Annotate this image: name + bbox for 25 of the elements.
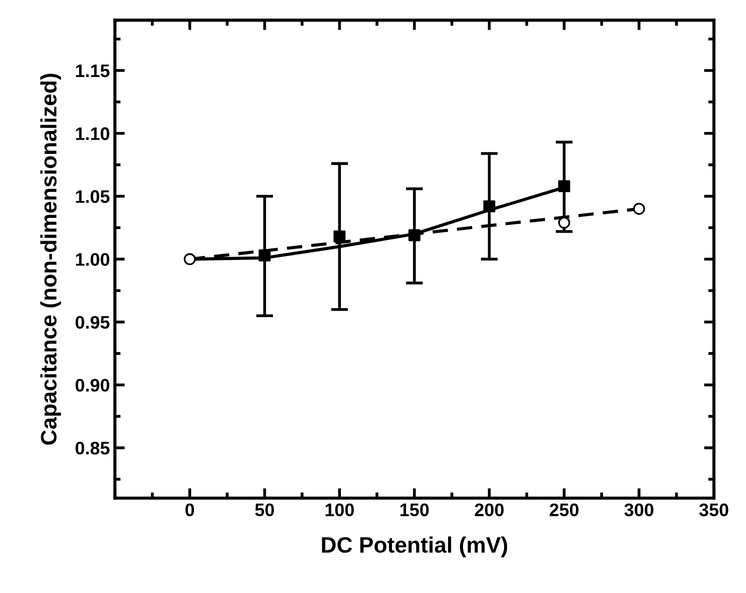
point xyxy=(558,180,570,192)
x-tick-label: 0 xyxy=(185,503,194,516)
x-tick-label: 350 xyxy=(699,503,728,516)
y-tick-label: 1.05 xyxy=(76,190,110,203)
x-axis-title: DC Potential (mV) xyxy=(322,536,508,558)
x-tick-label: 250 xyxy=(550,503,578,516)
x-tick-label: 200 xyxy=(474,503,504,516)
point xyxy=(633,202,646,215)
point xyxy=(334,230,346,242)
x-tick-label: 300 xyxy=(624,503,654,516)
point xyxy=(258,249,271,262)
y-tick-label: 1.15 xyxy=(76,64,110,78)
point xyxy=(408,229,420,242)
y-tick-label: 0.90 xyxy=(76,378,110,392)
x-tick-label: 150 xyxy=(400,503,429,516)
y-tick-label: 0.85 xyxy=(76,442,110,455)
y-tick-label: 1.10 xyxy=(76,127,110,140)
point xyxy=(483,200,496,212)
point xyxy=(558,216,570,229)
y-tick-label: 0.95 xyxy=(76,316,110,329)
point xyxy=(184,253,196,266)
x-tick-label: 50 xyxy=(255,503,274,516)
y-axis-title: Capacitance (non-dimensionalized) xyxy=(40,74,61,445)
x-tick-label: 100 xyxy=(326,503,354,516)
y-tick-label: 1.00 xyxy=(76,253,110,266)
